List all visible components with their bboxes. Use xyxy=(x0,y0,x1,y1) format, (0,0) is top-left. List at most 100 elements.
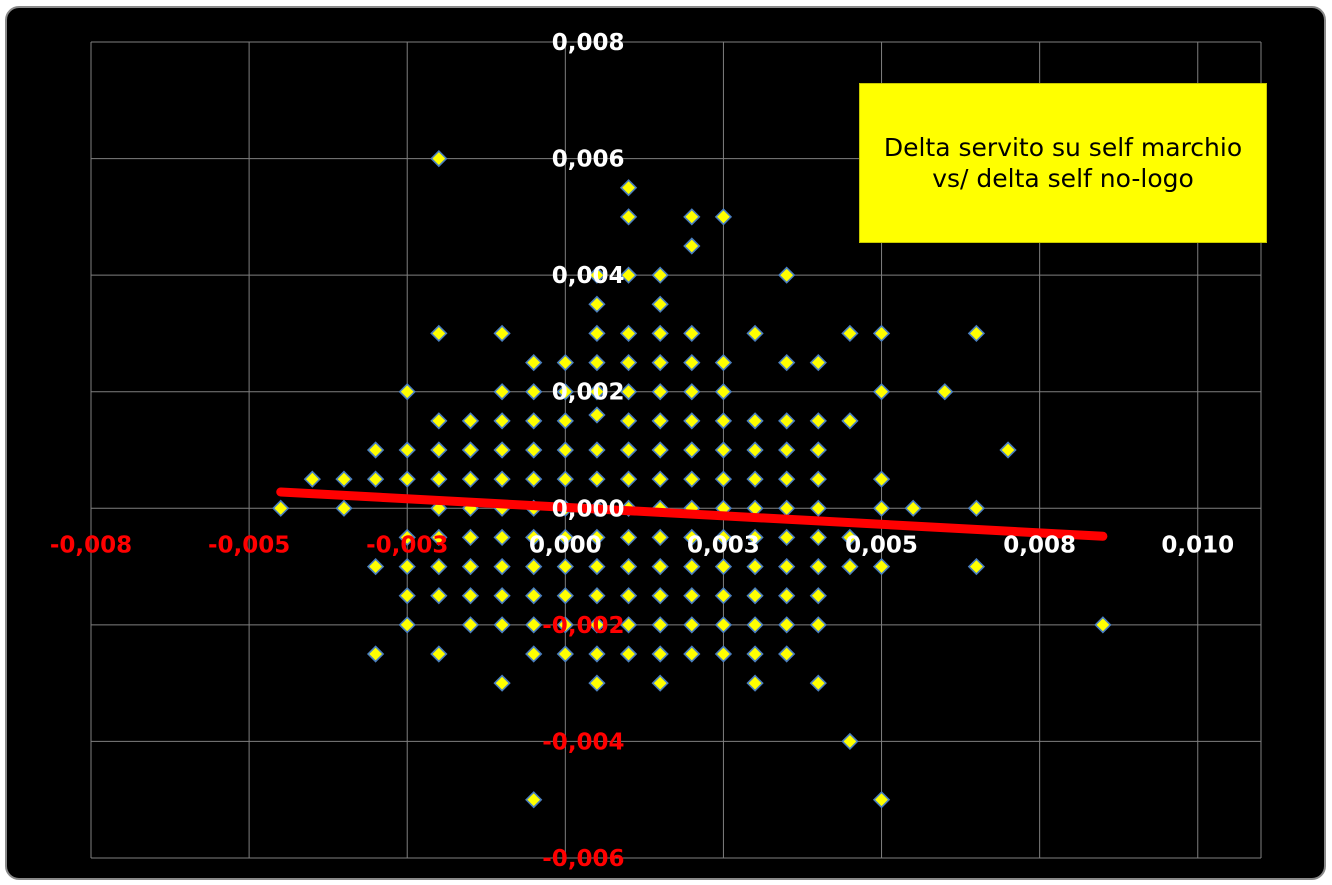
data-point xyxy=(809,587,827,605)
data-point xyxy=(841,412,859,430)
data-point xyxy=(493,383,511,401)
trendline xyxy=(276,487,1108,541)
data-point xyxy=(556,557,574,576)
x-tick-label: -0,008 xyxy=(50,532,132,558)
y-tick-labels: 0,008 0,006 0,004 0,002 0,000 -0,002 -0,004 -0,… xyxy=(542,30,624,872)
annotation-text: Delta servito su self marchio vs/ delta … xyxy=(883,133,1243,193)
data-point xyxy=(651,441,669,459)
data-point xyxy=(683,557,701,576)
y-tick-label: 0,000 xyxy=(552,496,625,522)
data-point xyxy=(841,557,859,576)
x-tick-label: 0,010 xyxy=(1161,532,1234,558)
data-point xyxy=(809,441,827,459)
data-point xyxy=(778,353,796,372)
trendline-layer xyxy=(276,487,1108,541)
data-point xyxy=(588,616,606,634)
data-point xyxy=(366,557,385,576)
data-point xyxy=(809,499,827,517)
data-point xyxy=(493,557,511,576)
data-point xyxy=(525,441,543,459)
data-point xyxy=(493,528,511,547)
data-point xyxy=(872,791,891,809)
data-point xyxy=(398,587,416,605)
data-point xyxy=(525,557,543,576)
data-point xyxy=(683,324,701,343)
data-point xyxy=(366,470,385,488)
data-point xyxy=(525,353,543,372)
data-point xyxy=(525,616,543,634)
data-point xyxy=(683,383,701,401)
data-point xyxy=(683,412,701,430)
data-point xyxy=(809,674,827,692)
data-point xyxy=(366,645,385,663)
data-point xyxy=(683,441,701,459)
data-point xyxy=(588,557,606,576)
y-tick-label: -0,004 xyxy=(542,729,624,755)
data-point xyxy=(588,674,606,692)
data-point xyxy=(683,353,701,372)
data-point xyxy=(714,441,733,459)
data-point xyxy=(714,383,733,401)
data-point xyxy=(588,470,606,488)
data-point xyxy=(430,557,448,576)
data-point xyxy=(651,412,669,430)
x-tick-label: 0,000 xyxy=(529,532,602,558)
data-point xyxy=(619,528,638,547)
data-point xyxy=(619,470,638,488)
data-point xyxy=(556,470,574,488)
chart-frame: 0,008 0,006 0,004 0,002 0,000 -0,002 -0,004 -0,… xyxy=(5,6,1326,880)
data-point xyxy=(714,412,733,430)
data-point xyxy=(872,383,891,401)
data-point xyxy=(556,645,574,663)
data-point xyxy=(619,412,638,430)
data-point xyxy=(430,528,448,547)
data-point xyxy=(619,645,638,663)
data-point xyxy=(430,645,448,663)
y-tick-label: -0,006 xyxy=(542,846,624,872)
data-point xyxy=(493,441,511,459)
data-point xyxy=(272,499,290,517)
data-point xyxy=(841,324,859,343)
data-point xyxy=(809,470,827,488)
data-point xyxy=(398,470,416,488)
data-point xyxy=(588,441,606,459)
data-point xyxy=(525,470,543,488)
data-point xyxy=(778,557,796,576)
y-tick-label: 0,002 xyxy=(552,380,625,406)
data-point xyxy=(619,179,638,197)
data-point xyxy=(746,587,764,605)
data-point xyxy=(588,528,606,547)
data-point xyxy=(493,587,511,605)
data-point xyxy=(683,470,701,488)
data-point xyxy=(683,587,701,605)
data-point xyxy=(746,557,764,576)
data-point xyxy=(461,441,480,459)
data-point xyxy=(714,645,733,663)
data-point xyxy=(525,791,543,809)
x-tick-label: 0,003 xyxy=(687,532,760,558)
data-point xyxy=(493,674,511,692)
data-point xyxy=(461,412,480,430)
y-tick-label: 0,004 xyxy=(552,263,625,289)
x-tick-label: -0,003 xyxy=(366,532,448,558)
data-point xyxy=(651,324,669,343)
data-point xyxy=(556,616,574,634)
data-point xyxy=(493,470,511,488)
data-point xyxy=(714,208,733,226)
data-point xyxy=(651,528,669,547)
data-point xyxy=(398,616,416,634)
data-point xyxy=(872,557,891,576)
data-point xyxy=(967,499,986,517)
data-point xyxy=(809,616,827,634)
data-point xyxy=(461,470,480,488)
data-point xyxy=(778,645,796,663)
data-point xyxy=(872,324,891,343)
data-point xyxy=(778,499,796,517)
y-tick-label: 0,008 xyxy=(552,30,625,56)
data-point xyxy=(556,383,574,401)
data-point xyxy=(651,645,669,663)
data-point xyxy=(461,528,480,547)
data-point xyxy=(556,441,574,459)
data-point xyxy=(746,441,764,459)
data-point xyxy=(714,470,733,488)
